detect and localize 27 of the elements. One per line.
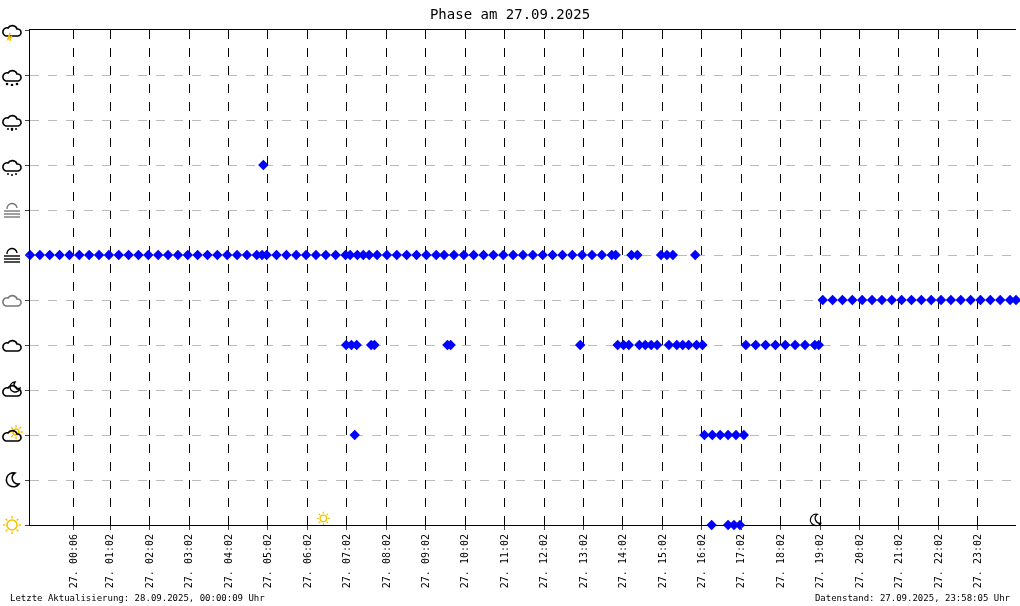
x-tick-label: 27. 06:02 [301,534,313,589]
x-tick-label: 27. 17:02 [735,534,747,589]
x-tick-label: 27. 05:02 [262,534,274,589]
x-tick-label: 27. 00:06 [67,534,79,589]
x-tick-label: 27. 13:02 [577,534,589,589]
x-tick-label: 27. 04:02 [222,534,234,589]
x-tick-label: 27. 10:02 [459,534,471,589]
x-tick-label: 27. 14:02 [617,534,629,589]
x-tick-label: 27. 20:02 [853,534,865,589]
x-tick-label: 27. 12:02 [538,534,550,589]
text: Datenstand: 27.09.2025, 23:58:05 Uhr [814,593,1010,603]
x-tick-label: 27. 08:02 [380,534,392,589]
x-tick-label: 27. 16:02 [696,534,708,589]
chart-title: Phase am 27.09.2025 [429,5,591,22]
x-tick-label: 27. 18:02 [774,534,786,589]
x-tick-label: 27. 22:02 [932,534,944,589]
x-tick-label: 27. 02:02 [143,534,155,589]
x-tick-label: 27. 23:02 [972,534,984,589]
text: Letzte Aktualisierung: 28.09.2025, 00:00:09 Uhr [10,593,265,603]
x-tick-label: 27. 03:02 [183,534,195,589]
x-tick-label: 27. 07:02 [341,534,353,589]
x-tick-label: 27. 19:02 [814,534,826,589]
x-tick-label: 27. 15:02 [656,534,668,589]
x-tick-label: 27. 21:02 [893,534,905,589]
x-tick-label: 27. 09:02 [419,534,431,589]
x-tick-label: 27. 11:02 [498,534,510,589]
x-tick-label: 27. 01:02 [104,534,116,589]
